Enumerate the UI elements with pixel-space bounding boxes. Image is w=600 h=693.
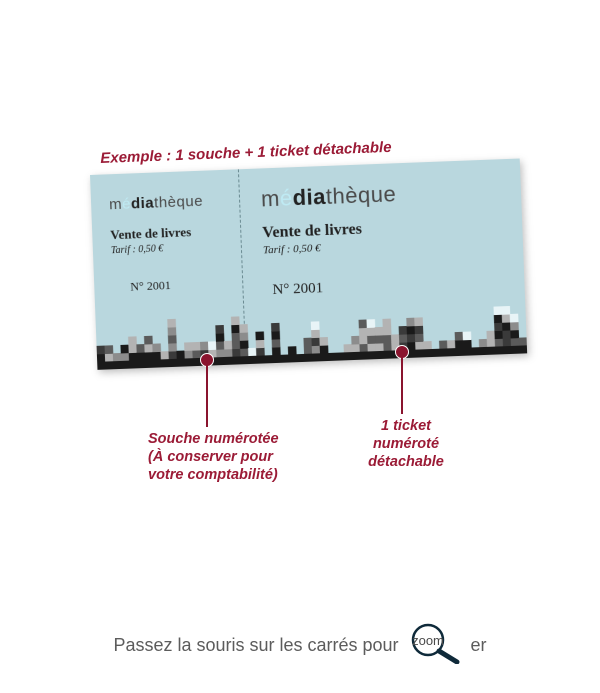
svg-text:zoom: zoom [412, 633, 444, 648]
leader-stub [206, 365, 208, 427]
callout-line: votre comptabilité) [148, 466, 279, 484]
stub-tarif: Tarif : 0,50 € [111, 241, 231, 257]
callout-line: numéroté [363, 435, 449, 453]
stub-title: Vente de livres [110, 223, 231, 244]
footer-text-post: er [471, 635, 487, 656]
footer-text-pre: Passez la souris sur les carrés pour [113, 635, 398, 656]
main-number: N° 2001 [272, 273, 510, 299]
ticket-graphic: médiathèque Vente de livres Tarif : 0,50… [90, 158, 527, 369]
logo-part: èque [167, 193, 203, 211]
footer-hint: Passez la souris sur les carrés pour zoo… [0, 622, 600, 669]
logo-part: é [279, 185, 293, 210]
logo-part: èque [345, 181, 397, 208]
logo-part: th [154, 194, 168, 212]
callout-line: 1 ticket [363, 417, 449, 435]
logo-part: m [109, 196, 123, 213]
callout-ticket: 1 ticket numéroté détachable [363, 417, 449, 471]
leader-ticket [401, 357, 403, 414]
magnifier-icon: zoom [402, 622, 468, 669]
stub-number: N° 2001 [130, 276, 233, 295]
logo-part: th [325, 183, 345, 209]
stage: Exemple : 1 souche + 1 ticket détachable… [0, 0, 600, 693]
caption-example: Exemple : 1 souche + 1 ticket détachable [100, 139, 392, 167]
stub-logo: médiathèque [109, 192, 230, 214]
logo-part: dia [292, 184, 326, 210]
main-logo: médiathèque [261, 177, 508, 212]
callout-line: détachable [363, 453, 449, 471]
callout-line: Souche numérotée [148, 430, 279, 448]
logo-part: dia [131, 195, 155, 213]
callout-stub: Souche numérotée (À conserver pour votre… [148, 430, 279, 484]
callout-line: (À conserver pour [148, 448, 279, 466]
ticket: médiathèque Vente de livres Tarif : 0,50… [90, 158, 527, 369]
logo-part: m [261, 186, 281, 212]
